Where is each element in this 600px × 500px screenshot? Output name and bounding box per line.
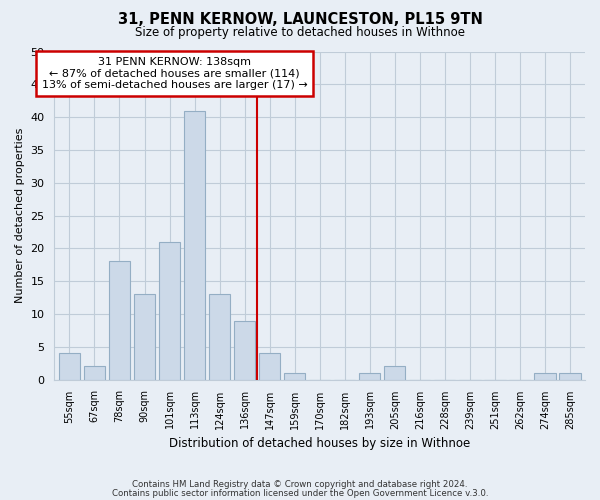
Bar bbox=[109, 262, 130, 380]
Bar bbox=[259, 354, 280, 380]
Bar bbox=[284, 373, 305, 380]
Bar bbox=[209, 294, 230, 380]
Bar bbox=[59, 354, 80, 380]
Bar bbox=[159, 242, 180, 380]
Text: 31, PENN KERNOW, LAUNCESTON, PL15 9TN: 31, PENN KERNOW, LAUNCESTON, PL15 9TN bbox=[118, 12, 482, 28]
Bar bbox=[234, 320, 255, 380]
Bar bbox=[184, 110, 205, 380]
Bar bbox=[535, 373, 556, 380]
Y-axis label: Number of detached properties: Number of detached properties bbox=[15, 128, 25, 303]
Bar bbox=[84, 366, 105, 380]
Bar bbox=[384, 366, 406, 380]
Text: Size of property relative to detached houses in Withnoe: Size of property relative to detached ho… bbox=[135, 26, 465, 39]
Text: Contains HM Land Registry data © Crown copyright and database right 2024.: Contains HM Land Registry data © Crown c… bbox=[132, 480, 468, 489]
X-axis label: Distribution of detached houses by size in Withnoe: Distribution of detached houses by size … bbox=[169, 437, 470, 450]
Bar bbox=[134, 294, 155, 380]
Bar bbox=[559, 373, 581, 380]
Text: Contains public sector information licensed under the Open Government Licence v.: Contains public sector information licen… bbox=[112, 489, 488, 498]
Text: 31 PENN KERNOW: 138sqm
← 87% of detached houses are smaller (114)
13% of semi-de: 31 PENN KERNOW: 138sqm ← 87% of detached… bbox=[41, 56, 307, 90]
Bar bbox=[359, 373, 380, 380]
